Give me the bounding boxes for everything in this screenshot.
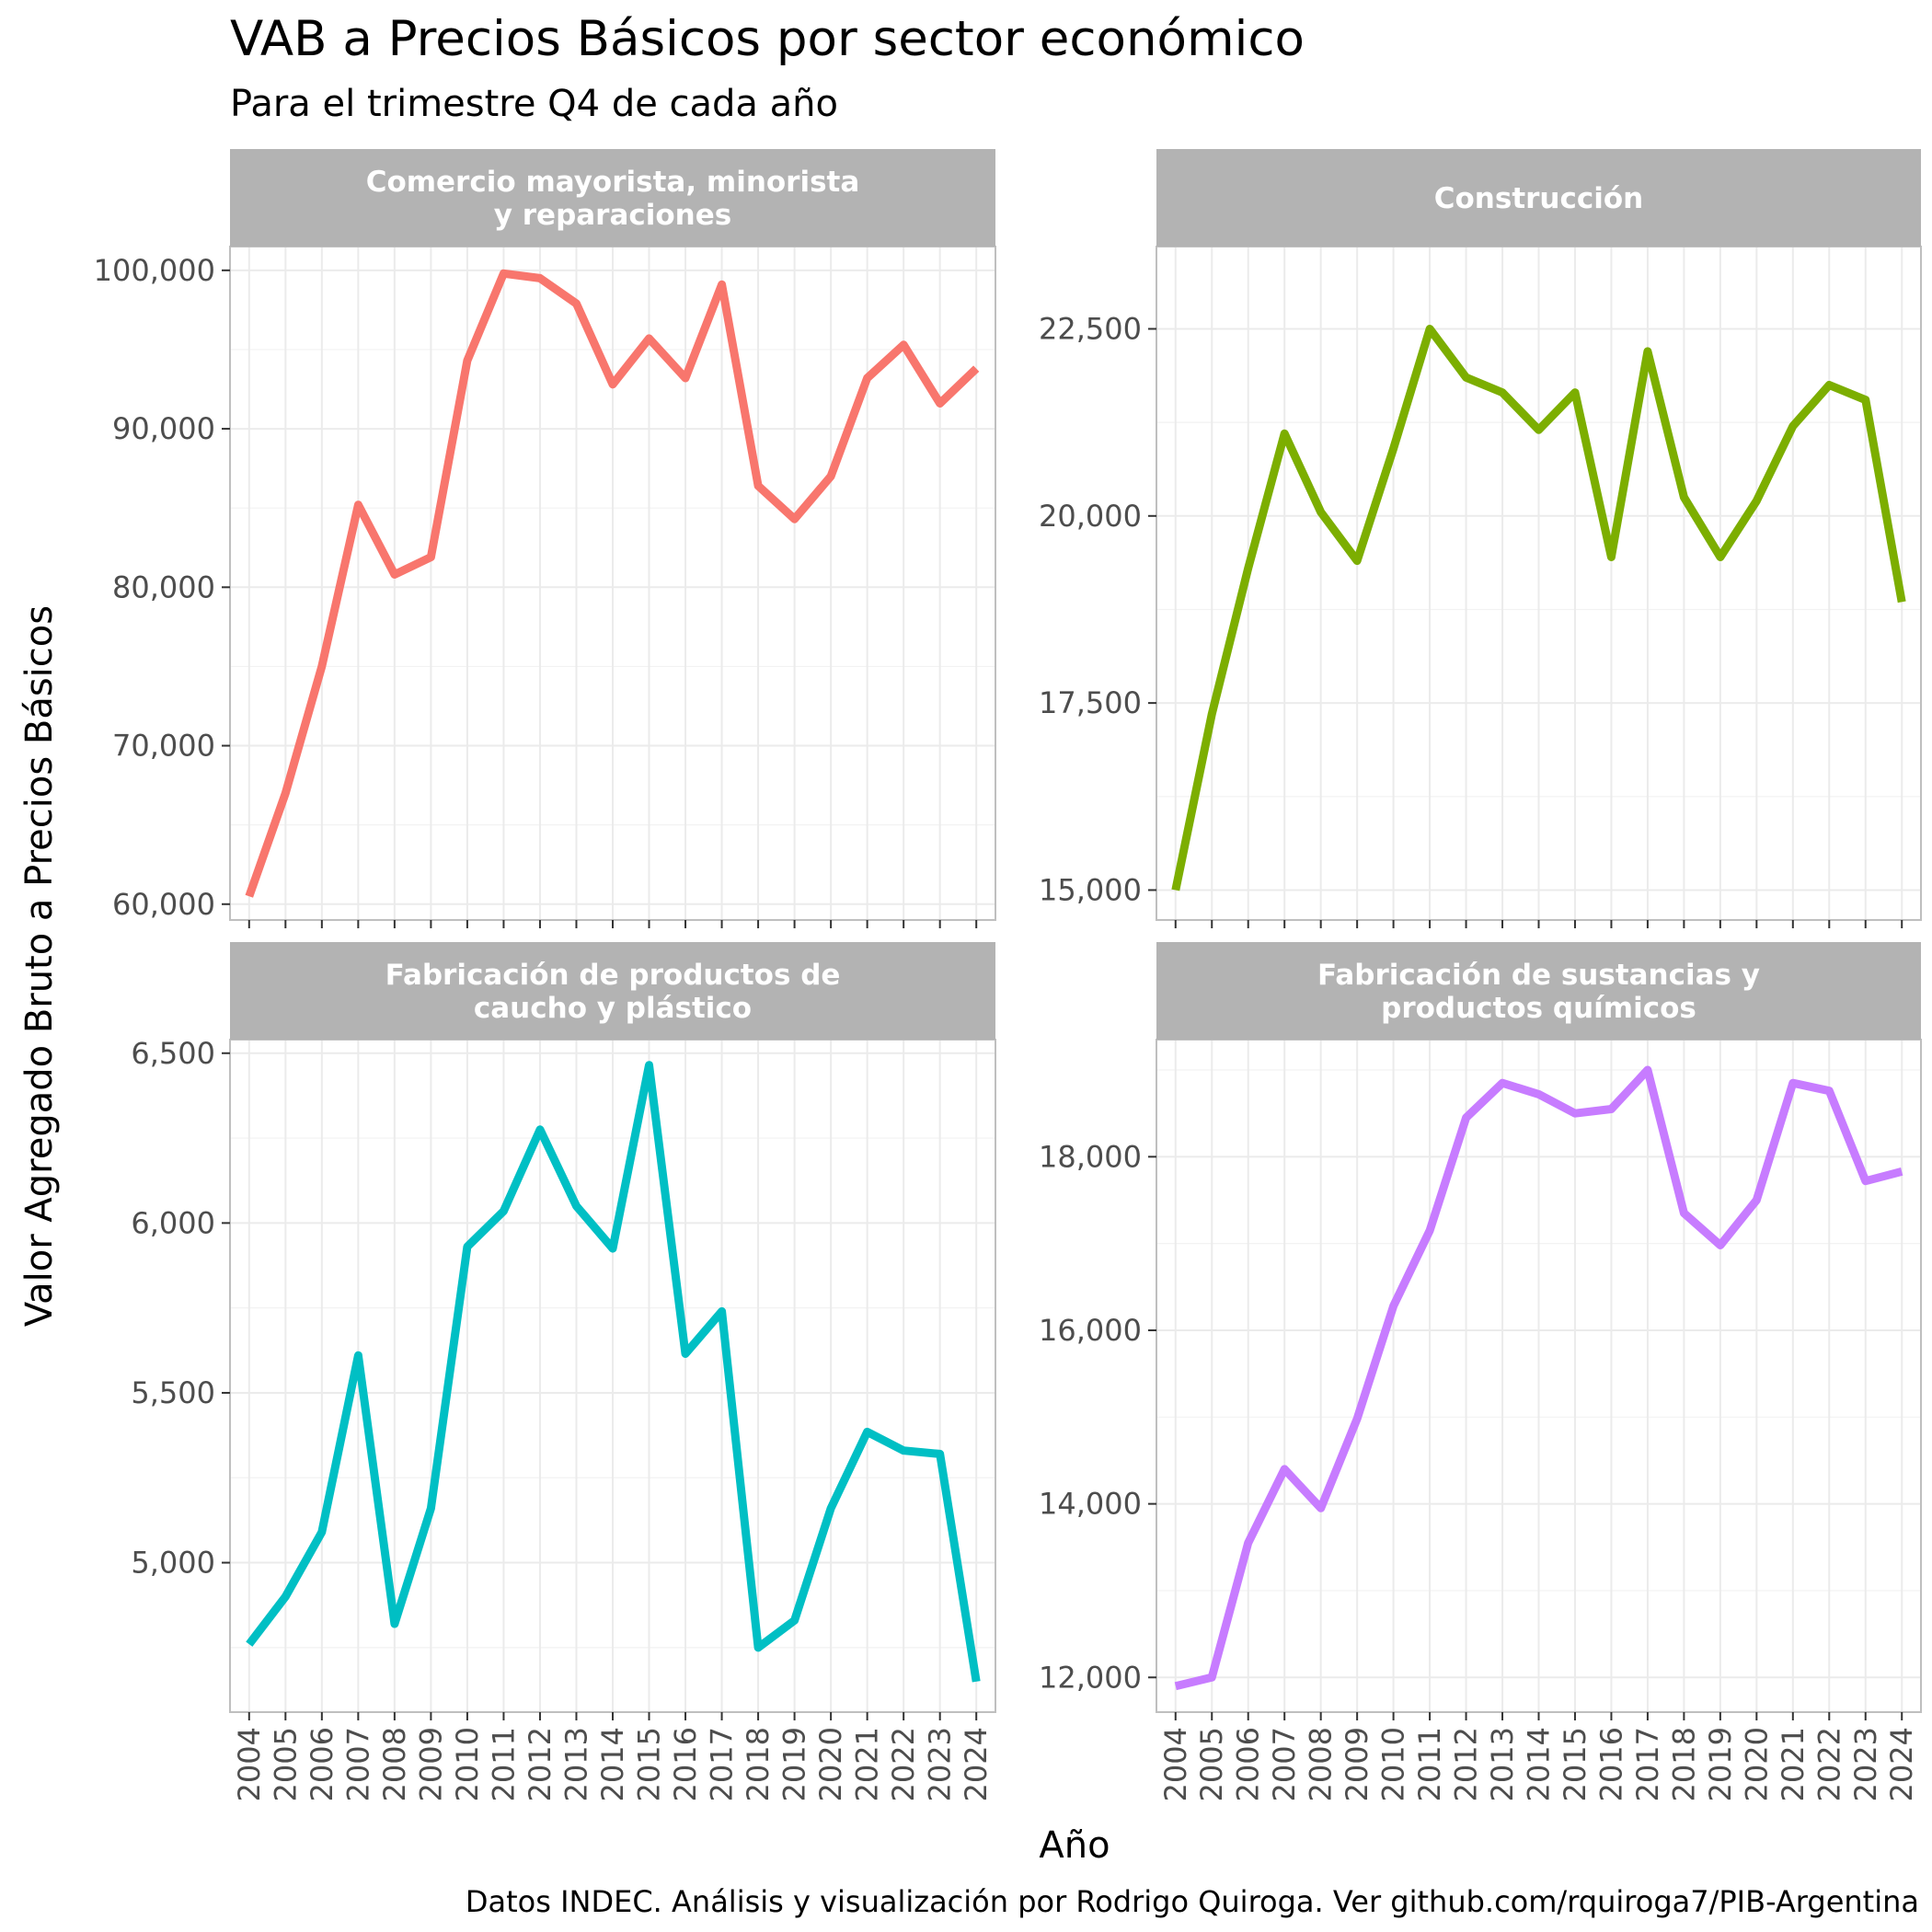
facet-title-line: caucho y plástico	[474, 992, 752, 1025]
y-tick-label: 6,500	[131, 1036, 215, 1071]
x-tick-label: 2007	[340, 1727, 375, 1801]
facet-title-line: productos químicos	[1381, 992, 1696, 1025]
series-line	[245, 269, 980, 898]
y-tick-label: 80,000	[112, 569, 215, 604]
x-tick-label: 2009	[1340, 1727, 1374, 1801]
y-tick-label: 90,000	[112, 411, 215, 446]
x-tick-label: 2016	[1593, 1727, 1628, 1801]
facet-strip	[230, 149, 995, 247]
y-tick-label: 5,500	[131, 1375, 215, 1410]
facet-title-line: Fabricación de productos de	[385, 959, 841, 992]
x-tick-label: 2022	[1811, 1727, 1846, 1801]
x-tick-label: 2004	[1158, 1727, 1193, 1801]
x-tick-label: 2005	[268, 1727, 303, 1801]
y-tick-label: 6,000	[131, 1205, 215, 1240]
x-tick-label: 2024	[1884, 1727, 1919, 1801]
x-tick-label: 2014	[595, 1727, 630, 1801]
x-tick-label: 2010	[450, 1727, 485, 1801]
x-tick-label: 2006	[305, 1727, 339, 1801]
x-tick-label: 2020	[1739, 1727, 1774, 1801]
x-tick-label: 2009	[413, 1727, 448, 1801]
y-tick-label: 16,000	[1039, 1313, 1142, 1348]
facet-title-line: y reparaciones	[494, 199, 731, 232]
y-tick-label: 5,000	[131, 1546, 215, 1581]
series-line	[1174, 1065, 1903, 1691]
chart-caption: Datos INDEC. Análisis y visualización po…	[465, 1884, 1919, 1919]
x-tick-label: 2022	[886, 1727, 921, 1801]
x-tick-label: 2011	[486, 1727, 521, 1801]
x-axis-label: Año	[1039, 1824, 1110, 1867]
x-tick-label: 2021	[1776, 1727, 1811, 1801]
x-tick-label: 2004	[232, 1727, 267, 1801]
chart-title: VAB a Precios Básicos por sector económi…	[230, 11, 1305, 67]
series-line	[1171, 325, 1906, 891]
y-tick-label: 12,000	[1039, 1660, 1142, 1695]
x-tick-label: 2019	[1703, 1727, 1738, 1801]
facet-panel-2: Construcción 15,000 17,500 20,000 22,500	[1039, 149, 1922, 928]
x-tick-label: 2015	[632, 1727, 667, 1801]
x-tick-label: 2018	[741, 1727, 776, 1801]
y-tick-label: 22,500	[1039, 311, 1142, 346]
x-tick-label: 2019	[777, 1727, 812, 1801]
x-tick-label: 2017	[705, 1727, 740, 1801]
x-tick-label: 2014	[1522, 1727, 1557, 1801]
x-tick-label: 2011	[1412, 1727, 1447, 1801]
facet-title-line: Construcción	[1434, 182, 1644, 215]
series-line	[246, 1061, 981, 1683]
y-tick-label: 20,000	[1039, 499, 1142, 534]
x-tick-label: 2013	[1485, 1727, 1520, 1801]
facet-strip	[1156, 942, 1921, 1040]
y-tick-label: 70,000	[112, 729, 215, 764]
facet-strip	[1156, 149, 1921, 247]
x-tick-label: 2010	[1376, 1727, 1411, 1801]
x-tick-label: 2013	[558, 1727, 593, 1801]
chart-subtitle: Para el trimestre Q4 de cada año	[230, 83, 838, 125]
x-tick-label: 2023	[1848, 1727, 1883, 1801]
x-tick-label: 2021	[850, 1727, 885, 1801]
x-tick-label: 2017	[1630, 1727, 1665, 1801]
y-tick-label: 60,000	[112, 887, 215, 922]
y-tick-label: 15,000	[1039, 872, 1142, 907]
facet-title-line: Fabricación de sustancias y	[1317, 959, 1760, 992]
x-tick-label: 2005	[1194, 1727, 1229, 1801]
x-tick-label: 2012	[1449, 1727, 1484, 1801]
x-tick-label: 2007	[1267, 1727, 1302, 1801]
x-tick-label: 2024	[959, 1727, 994, 1801]
x-tick-label: 2015	[1558, 1727, 1593, 1801]
y-tick-label: 17,500	[1039, 685, 1142, 720]
x-tick-label: 2016	[668, 1727, 703, 1801]
y-tick-label: 18,000	[1039, 1139, 1142, 1174]
facet-strip	[230, 942, 995, 1040]
x-tick-label: 2023	[923, 1727, 958, 1801]
x-tick-label: 2012	[523, 1727, 558, 1801]
x-tick-label: 2018	[1666, 1727, 1701, 1801]
y-tick-label: 14,000	[1039, 1487, 1142, 1522]
x-tick-label: 2008	[1304, 1727, 1339, 1801]
x-tick-label: 2006	[1231, 1727, 1266, 1801]
x-tick-label: 2008	[377, 1727, 412, 1801]
facet-title-line: Comercio mayorista, minorista	[366, 166, 860, 199]
y-tick-label: 100,000	[94, 253, 215, 288]
x-tick-label: 2020	[813, 1727, 848, 1801]
